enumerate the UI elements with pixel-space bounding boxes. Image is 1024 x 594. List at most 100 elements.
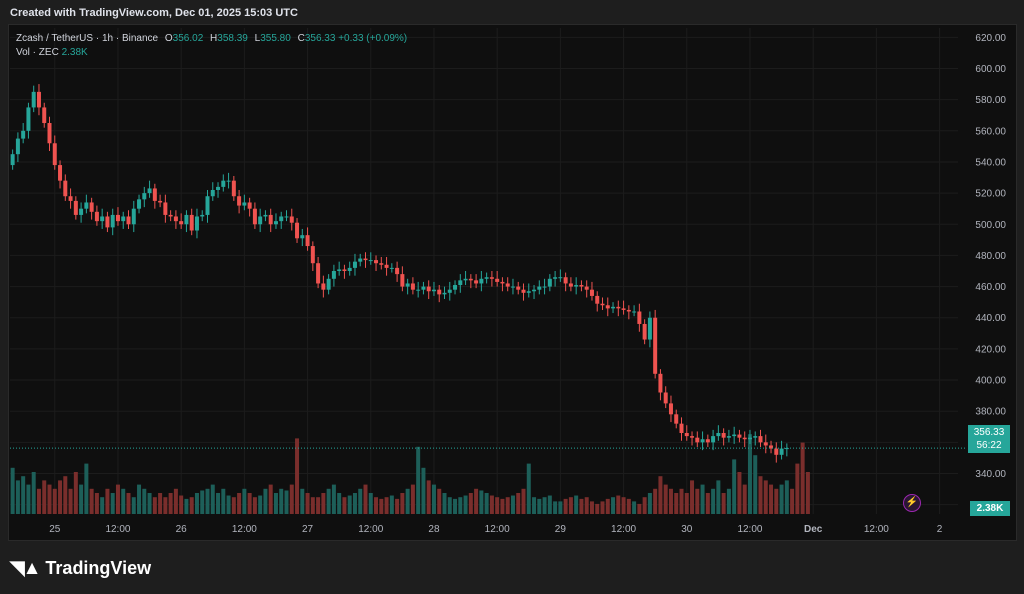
volume-bar xyxy=(389,495,394,514)
candle-body xyxy=(105,216,110,228)
y-tick-label: 560.00 xyxy=(975,126,1006,137)
legend-close-label: C xyxy=(297,33,305,44)
candle-body xyxy=(763,442,768,446)
volume-bar xyxy=(295,438,300,514)
volume-bar xyxy=(210,484,215,514)
volume-bar xyxy=(263,488,268,514)
volume-bar xyxy=(173,488,178,514)
x-tick-label: 12:00 xyxy=(611,524,636,535)
candle-body xyxy=(732,434,737,437)
candle-body xyxy=(647,317,652,340)
candle-body xyxy=(321,283,326,290)
volume-bar xyxy=(616,495,621,514)
candle-body xyxy=(58,165,63,181)
last-price-tag: 356.33 56:22 xyxy=(968,425,1010,453)
legend-symbol[interactable]: Zcash / TetherUS · 1h · Binance xyxy=(16,33,159,44)
y-tick-label: 420.00 xyxy=(975,344,1006,355)
candle-body xyxy=(726,436,731,438)
candle-body xyxy=(784,448,789,450)
candle-body xyxy=(279,216,284,222)
candle-body xyxy=(705,439,710,443)
volume-bar xyxy=(621,497,626,514)
candle-body xyxy=(231,180,236,197)
y-tick-label: 440.00 xyxy=(975,313,1006,324)
volume-bar xyxy=(611,497,616,514)
volume-bar xyxy=(279,488,284,514)
candle-body xyxy=(84,202,89,209)
candle-body xyxy=(110,214,115,228)
tradingview-logo-icon: ◥▲ xyxy=(10,558,41,579)
candle-body xyxy=(268,214,273,225)
candle-body xyxy=(542,286,547,288)
volume-bar xyxy=(668,488,673,514)
candle-body xyxy=(489,277,494,279)
volume-bar xyxy=(395,498,400,514)
volume-bar xyxy=(189,497,194,514)
volume-bar xyxy=(63,476,68,514)
candle-body xyxy=(695,437,700,443)
candle-body xyxy=(163,202,168,215)
candle-body xyxy=(52,143,57,166)
volume-bar xyxy=(52,488,57,514)
candle-body xyxy=(521,289,526,293)
candle-body xyxy=(26,107,31,131)
candle-body xyxy=(616,306,621,309)
volume-bar xyxy=(15,480,20,514)
volume-bar xyxy=(379,498,384,514)
volume-bar xyxy=(711,488,716,514)
candle-body xyxy=(653,317,658,374)
candle-body xyxy=(611,306,616,309)
volume-bar xyxy=(347,495,352,514)
candle-body xyxy=(194,216,199,231)
candle-body xyxy=(505,283,510,287)
candle-body xyxy=(310,246,315,264)
volume-bar xyxy=(505,497,510,514)
volume-bar xyxy=(68,488,73,514)
legend-volume-label[interactable]: Vol · ZEC xyxy=(16,47,59,58)
candle-body xyxy=(474,280,479,284)
volume-bar xyxy=(553,501,558,514)
chart-caption: Created with TradingView.com, Dec 01, 20… xyxy=(10,7,298,19)
volume-bar xyxy=(352,493,357,514)
volume-bar xyxy=(374,497,379,514)
candle-body xyxy=(126,216,131,225)
volume-bar xyxy=(89,488,94,514)
volume-bar xyxy=(463,495,468,514)
volume-bar xyxy=(163,497,168,514)
candle-body xyxy=(131,208,136,225)
volume-bar xyxy=(10,467,15,514)
candle-body xyxy=(42,107,47,124)
candle-body xyxy=(426,286,431,292)
volume-bar xyxy=(337,493,342,514)
volume-bar xyxy=(100,497,105,514)
volume-bar xyxy=(226,495,231,514)
legend-high: 358.39 xyxy=(217,33,248,44)
bar-countdown: 56:22 xyxy=(976,440,1002,451)
volume-bar xyxy=(147,493,152,514)
volume-bar xyxy=(273,493,278,514)
candle-body xyxy=(142,193,147,200)
candle-body xyxy=(237,196,242,206)
candle-body xyxy=(221,180,226,187)
y-tick-label: 400.00 xyxy=(975,376,1006,387)
lightning-icon[interactable]: ⚡ xyxy=(903,494,921,512)
volume-bar xyxy=(805,472,810,514)
candle-body xyxy=(747,437,752,440)
candle-body xyxy=(189,214,194,231)
candle-body xyxy=(63,180,68,197)
volume-bar xyxy=(289,484,294,514)
y-tick-label: 580.00 xyxy=(975,95,1006,106)
candle-body xyxy=(242,202,247,206)
volume-bar xyxy=(126,493,131,514)
candle-body xyxy=(463,278,468,281)
volume-bar xyxy=(105,488,110,514)
volume-bar xyxy=(795,463,800,514)
volume-bar xyxy=(137,484,142,514)
volume-bar xyxy=(600,501,605,514)
legend-volume: 2.38K xyxy=(61,47,88,58)
candle-body xyxy=(384,264,389,268)
volume-bar xyxy=(363,484,368,514)
candle-body xyxy=(711,436,716,443)
volume-bar xyxy=(431,484,436,514)
